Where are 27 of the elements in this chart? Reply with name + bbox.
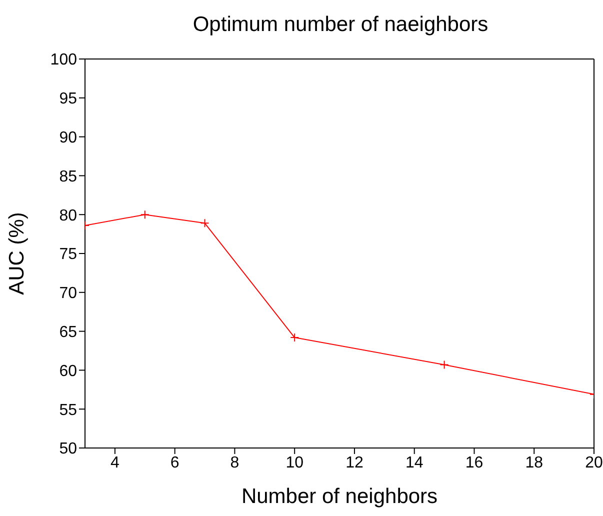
x-axis-title: Number of neighbors — [241, 485, 438, 508]
y-tick-label: 50 — [59, 440, 78, 458]
y-tick-label: 95 — [59, 90, 78, 108]
y-tick-label: 85 — [59, 168, 78, 186]
point — [290, 333, 300, 342]
y-tick-label: 55 — [59, 402, 78, 419]
y-tick-label: 60 — [59, 362, 78, 380]
y-axis-title: AUC (%) — [5, 212, 28, 295]
x-tick-label: 10 — [286, 454, 304, 472]
x-tick-label: 18 — [525, 454, 544, 472]
point — [140, 210, 150, 220]
y-tick-label: 75 — [59, 246, 78, 264]
y-tick-label: 90 — [59, 129, 78, 146]
x-tick-label: 6 — [170, 454, 180, 472]
x-tick-label: 16 — [465, 454, 484, 472]
y-tick-label: 80 — [59, 207, 78, 224]
y-tick-label: 70 — [59, 285, 78, 302]
x-tick-label: 4 — [110, 454, 120, 472]
x-tick-label: 14 — [405, 454, 424, 472]
point — [200, 218, 210, 228]
chart-title: Optimum number of naeighbors — [192, 12, 490, 38]
x-tick-label: 8 — [230, 454, 240, 472]
y-tick-label: 100 — [50, 52, 78, 69]
x-tick-label: 12 — [346, 454, 364, 472]
x-tick-label: 20 — [585, 454, 603, 472]
point — [440, 360, 449, 370]
y-tick-label: 65 — [59, 324, 78, 341]
